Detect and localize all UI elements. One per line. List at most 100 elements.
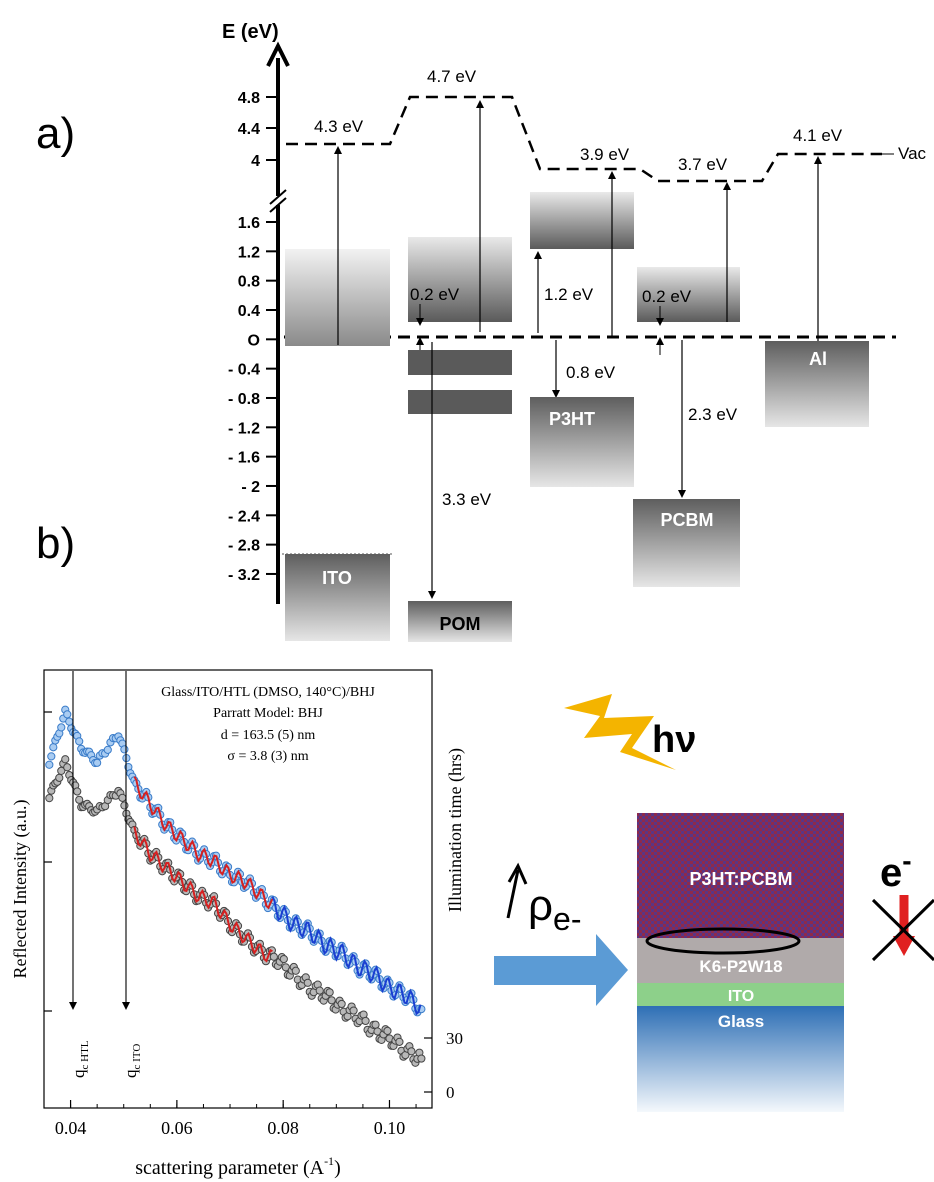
lower-ticks: 1.6 1.2 0.8 0.4 O - 0.4 - 0.8 - 1.2 - 1.6 - 2 - 2.… xyxy=(228,215,278,584)
series-30 xyxy=(45,705,426,1017)
pom-box xyxy=(408,601,512,642)
pcbm-box xyxy=(633,499,740,587)
k6-p2w18-label: K6-P2W18 xyxy=(699,957,782,976)
tick-label: - 0.8 xyxy=(228,391,260,408)
al-label: Al xyxy=(809,349,827,369)
axis-break-mark xyxy=(269,197,287,213)
data-point xyxy=(407,1047,416,1056)
tick-label: 4 xyxy=(251,153,260,170)
device-schematic: hν P3HT:PCBM K6-P2W18 ITO Glass ρe- e- xyxy=(494,694,934,1112)
data-point xyxy=(75,737,84,746)
vacuum-level-pom: 4.7 eV xyxy=(427,67,477,86)
pcbm-label: PCBM xyxy=(661,510,714,530)
p3ht-pcbm-layer xyxy=(637,813,844,938)
tick-label: 4.4 xyxy=(238,121,260,138)
data-point xyxy=(63,763,72,772)
rho-arrowhead xyxy=(507,862,528,885)
vacuum-level-ito: 4.3 eV xyxy=(314,117,364,136)
data-point xyxy=(327,996,336,1005)
data-point xyxy=(118,793,127,802)
data-point xyxy=(63,710,72,719)
tick-label: - 2 xyxy=(241,479,260,496)
reflectivity-data xyxy=(45,705,426,1067)
data-point xyxy=(371,1020,380,1029)
data-point xyxy=(315,986,324,995)
x-axis-label: scattering parameter (A-1) xyxy=(135,1154,340,1179)
panel-a-label: a) xyxy=(36,109,75,158)
data-point xyxy=(395,1037,404,1046)
ito-layer xyxy=(637,983,844,1006)
tick-label: 0.8 xyxy=(238,274,260,291)
block-cross-icon xyxy=(871,898,934,962)
ito-label: ITO xyxy=(322,568,352,588)
pcbm-homo-gap: 2.3 eV xyxy=(688,405,738,424)
tick-label: - 3.2 xyxy=(228,567,260,584)
plot-annotation-line: Glass/ITO/HTL (DMSO, 140°C)/BHJ xyxy=(161,685,375,700)
p3ht-lumo-gap: 1.2 eV xyxy=(544,285,594,304)
pcbm-lumo-gap: 0.2 eV xyxy=(642,287,692,306)
data-point xyxy=(383,1026,392,1036)
data-point xyxy=(349,1006,358,1015)
data-point xyxy=(303,978,312,987)
qc-ito-label: qc ITO xyxy=(121,1044,143,1078)
data-point xyxy=(120,801,129,810)
data-point xyxy=(361,1016,370,1026)
data-point xyxy=(65,717,74,726)
fit-extension-line xyxy=(271,896,422,1016)
pom-band-1 xyxy=(408,350,512,375)
tick-label: - 0.4 xyxy=(228,362,260,379)
qc-htl-label: qc HTL xyxy=(69,1040,91,1078)
vacuum-level-line xyxy=(286,95,882,183)
data-point xyxy=(61,755,70,764)
p3ht-box xyxy=(530,397,634,487)
pcbm-lumo-box xyxy=(637,267,740,322)
data-point xyxy=(45,794,54,803)
tick-label: 1.2 xyxy=(238,244,260,261)
glass-label: Glass xyxy=(718,1012,764,1031)
data-point xyxy=(417,1054,426,1063)
data-point xyxy=(73,787,82,796)
p3ht-homo-gap: 0.8 eV xyxy=(566,363,616,382)
axis-break-mark xyxy=(269,189,287,205)
vacuum-level-pcbm: 3.7 eV xyxy=(678,155,728,174)
tick-label: - 2.8 xyxy=(228,538,260,555)
rho-arrow xyxy=(506,869,520,919)
data-point xyxy=(337,999,346,1009)
tick-label: - 2.4 xyxy=(228,508,260,525)
data-point xyxy=(47,752,56,761)
panel-b-label: b) xyxy=(36,519,75,568)
interface-ellipse xyxy=(645,927,801,955)
electron-label: e- xyxy=(880,845,912,895)
tick-label: O xyxy=(248,332,260,349)
photon-label: hν xyxy=(652,719,696,761)
tick-label: 1.6 xyxy=(238,215,260,232)
pom-upper-box xyxy=(408,237,512,322)
data-point xyxy=(49,743,58,752)
data-point xyxy=(93,758,102,767)
data-point xyxy=(120,745,129,754)
energy-axis-arrowhead xyxy=(266,41,290,67)
vacuum-level-p3ht: 3.9 eV xyxy=(580,145,630,164)
energy-axis-title: E (eV) xyxy=(222,21,279,43)
reflectivity-panel: b) 0.04 0.06 0.08 0.10 30 0 qc HTL qc ITO Gla… xyxy=(10,519,466,1179)
pom-band-gap: 3.3 eV xyxy=(442,490,492,509)
data-point xyxy=(75,795,84,804)
series-0 xyxy=(45,755,426,1067)
light-bolt-icon xyxy=(564,694,676,770)
plot-annotation-line: Parratt Model: BHJ xyxy=(213,706,323,721)
parratt-fit-line xyxy=(133,826,273,963)
ito-layer-label: ITO xyxy=(728,988,754,1005)
data-point xyxy=(269,952,278,961)
data-point xyxy=(57,766,66,776)
rho-label: ρe- xyxy=(528,881,581,937)
y-axis-label: Reflected Intensity (a.u.) xyxy=(10,800,31,979)
k6-p2w18-layer xyxy=(637,938,844,983)
data-point xyxy=(325,988,334,997)
plot-frame xyxy=(43,669,433,1109)
data-point xyxy=(55,773,64,782)
vacuum-label: Vac xyxy=(898,144,927,163)
upper-ticks: 4.8 4.4 4 xyxy=(238,90,278,170)
x-tick-label: 0.10 xyxy=(374,1118,406,1138)
al-box xyxy=(765,341,869,427)
